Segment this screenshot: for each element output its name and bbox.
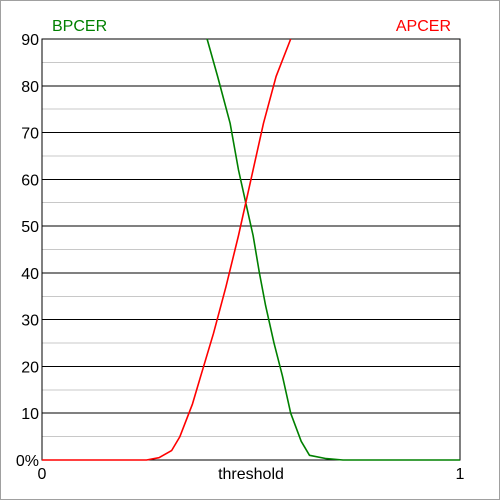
y-tick-label: 60 xyxy=(21,172,39,189)
series-line-apcer xyxy=(42,38,292,461)
y-tick-label: 70 xyxy=(21,126,39,143)
legend-bpcer: BPCER xyxy=(52,18,107,35)
y-tick-label: 20 xyxy=(21,359,39,376)
plot-area-border xyxy=(41,38,461,461)
series-group xyxy=(42,38,460,461)
y-tick-label: 90 xyxy=(21,32,39,49)
y-tick-label: 0% xyxy=(16,453,39,470)
x-tick-label: 0 xyxy=(38,466,47,483)
x-axis-label: threshold xyxy=(218,466,284,483)
x-tick-label: 1 xyxy=(456,466,465,483)
series-line-bpcer xyxy=(206,38,460,461)
y-tick-labels: 0% 10 20 30 40 50 60 70 80 90 xyxy=(16,32,39,470)
y-tick-label: 30 xyxy=(21,313,39,330)
y-tick-label: 50 xyxy=(21,219,39,236)
y-tick-label: 10 xyxy=(21,406,39,423)
y-tick-label: 80 xyxy=(21,79,39,96)
legend-apcer: APCER xyxy=(396,18,451,35)
y-tick-label: 40 xyxy=(21,266,39,283)
gridlines xyxy=(42,61,460,438)
